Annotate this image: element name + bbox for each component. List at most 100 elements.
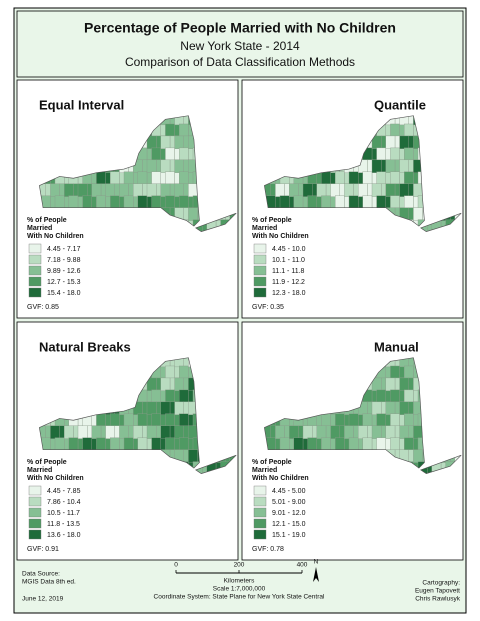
county [160,159,171,173]
county [179,389,189,403]
county [344,425,354,439]
legend-swatch [253,518,267,529]
data-source: Data Source: [22,571,60,578]
date: June 12, 2019 [22,596,64,603]
scale-tick-label: 200 [234,562,245,569]
county [376,389,386,403]
legend-label: 11.9 - 12.2 [272,279,305,286]
county [68,437,79,451]
county [335,437,345,451]
county [469,124,480,137]
county [358,183,368,197]
county [390,413,400,427]
county [390,147,400,161]
county [160,425,171,439]
county [469,390,480,403]
legend-title: With No Children [27,233,84,240]
county [179,437,189,451]
county [137,437,148,451]
county [275,183,285,197]
cartography: Eugen Tapovett [415,588,460,595]
county [160,377,171,391]
county [123,195,134,209]
county [362,195,373,209]
legend-title: With No Children [27,475,84,482]
county [160,135,171,149]
county [165,389,175,403]
county [316,425,327,439]
county [413,207,423,221]
county [77,183,88,197]
county [376,437,386,451]
county [160,401,171,415]
legend-label: 12.7 - 15.3 [47,279,81,286]
county [413,183,423,197]
county [376,195,386,209]
county [289,183,299,197]
county [404,147,414,161]
county [321,437,331,451]
county [469,366,480,379]
county [146,425,157,439]
county [151,147,161,161]
county [385,425,396,439]
county [385,183,396,197]
county [321,195,331,209]
legend-label: 4.45 - 7.17 [47,246,81,253]
legend-title: With No Children [252,475,309,482]
legend-swatch [253,529,267,540]
county [404,171,414,185]
county [293,195,304,209]
county [165,195,175,209]
county [188,183,198,197]
county [119,425,129,439]
legend-label: 4.45 - 10.0 [272,246,306,253]
county [376,171,386,185]
county [54,437,65,451]
county [174,401,184,415]
county [344,183,354,197]
county [371,425,382,439]
county [179,413,189,427]
legend-label: 7.18 - 9.88 [47,257,81,264]
legend-swatch [28,276,42,287]
county [469,414,480,427]
county [385,135,396,149]
county [385,401,396,415]
legend-label: 15.4 - 18.0 [47,290,81,297]
county [348,437,359,451]
legend-label: 7.86 - 10.4 [47,499,81,506]
county [133,425,143,439]
county [362,437,373,451]
legend-swatch [28,507,42,518]
legend-swatch [253,276,267,287]
county [54,195,65,209]
legend-title: Married [252,467,277,474]
county [469,438,480,451]
legend-label: 13.6 - 18.0 [47,532,81,539]
county [399,425,409,439]
county [321,413,331,427]
county [110,195,120,209]
legend-label: 9.01 - 12.0 [272,510,306,517]
county [165,147,175,161]
county [174,159,184,173]
legend-title: % of People [27,217,67,224]
county [165,413,175,427]
county [399,135,409,149]
county [174,135,184,149]
county [151,413,161,427]
county [179,171,189,185]
county [348,413,359,427]
county [293,437,304,451]
county [413,449,423,463]
county [469,172,480,185]
county [404,195,414,209]
county [469,196,480,209]
legend-swatch [28,518,42,529]
county [362,413,373,427]
county [399,401,409,415]
legend-label: 9.89 - 12.6 [47,268,81,275]
legend-title: Married [252,225,277,232]
county [146,159,157,173]
